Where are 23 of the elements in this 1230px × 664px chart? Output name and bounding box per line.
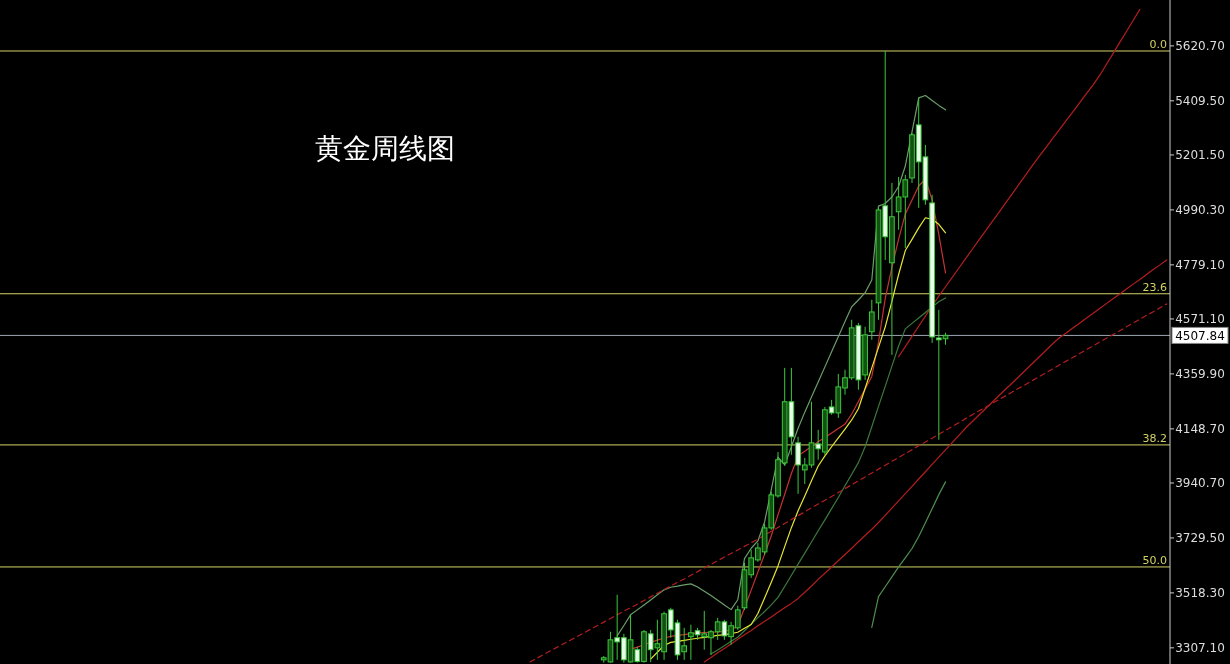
line-series <box>710 297 947 655</box>
line-series <box>650 217 947 660</box>
line-series <box>898 8 1141 358</box>
y-tick-label: 3729.50 <box>1175 531 1225 546</box>
y-tick-label: 3940.70 <box>1175 476 1225 491</box>
y-tick-label: 4779.10 <box>1175 258 1225 273</box>
annotation: 38.2 <box>1142 431 1167 445</box>
y-tick-label: 4990.30 <box>1175 203 1225 218</box>
y-tick-label: 5201.50 <box>1175 148 1225 163</box>
y-tick-label: 5620.70 <box>1175 39 1225 54</box>
y-tick-label: 4148.70 <box>1175 422 1225 437</box>
y-tick-label: 3307.10 <box>1175 641 1225 656</box>
annotation: 0.0 <box>1149 38 1167 51</box>
text: 黄金周线图 <box>315 132 455 165</box>
y-tick-label: 5409.50 <box>1175 94 1225 109</box>
annotation: 50.0 <box>1142 553 1167 567</box>
y-tick-label: 3518.30 <box>1175 586 1225 601</box>
annotation: 23.6 <box>1142 280 1167 294</box>
candlestick <box>868 299 875 341</box>
y-tick-label: 4571.10 <box>1175 312 1225 327</box>
y-tick-label: 4359.90 <box>1175 367 1225 382</box>
ref-line-label: 4507.84 <box>1175 328 1225 343</box>
line-series <box>871 481 947 628</box>
